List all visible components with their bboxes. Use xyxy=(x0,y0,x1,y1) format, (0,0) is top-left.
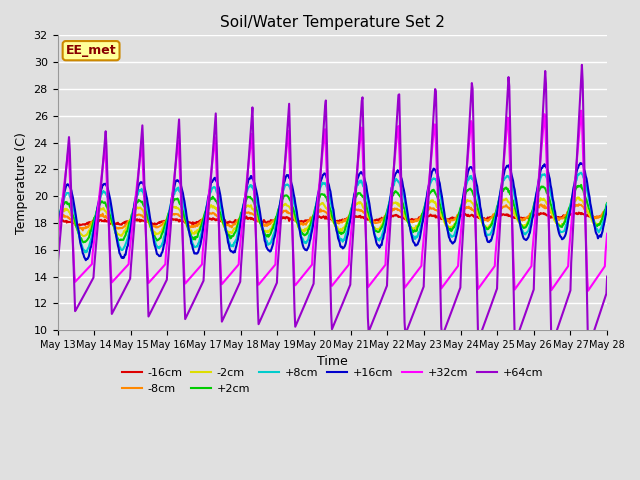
+8cm xyxy=(81,250,89,255)
+2cm xyxy=(577,182,585,188)
-16cm xyxy=(77,222,84,228)
+2cm xyxy=(79,240,87,245)
+32cm xyxy=(176,169,184,175)
+2cm xyxy=(177,201,184,207)
+32cm xyxy=(54,238,61,244)
Line: -2cm: -2cm xyxy=(58,197,607,236)
-2cm xyxy=(604,205,611,211)
-16cm xyxy=(177,218,184,224)
+16cm xyxy=(63,181,71,187)
Line: -8cm: -8cm xyxy=(58,204,607,230)
+8cm xyxy=(604,201,611,207)
Title: Soil/Water Temperature Set 2: Soil/Water Temperature Set 2 xyxy=(220,15,445,30)
+64cm xyxy=(585,344,593,349)
-16cm xyxy=(63,218,71,224)
-8cm xyxy=(79,228,86,233)
-2cm xyxy=(79,233,87,239)
+8cm xyxy=(177,190,184,195)
-8cm xyxy=(416,215,424,221)
-2cm xyxy=(54,217,61,223)
+2cm xyxy=(63,201,71,207)
Line: +32cm: +32cm xyxy=(58,111,607,291)
Y-axis label: Temperature (C): Temperature (C) xyxy=(15,132,28,234)
-8cm xyxy=(400,213,408,219)
+64cm xyxy=(176,138,184,144)
+2cm xyxy=(604,200,611,206)
+64cm xyxy=(205,203,212,209)
+8cm xyxy=(121,243,129,249)
+64cm xyxy=(399,254,407,260)
Line: -16cm: -16cm xyxy=(58,213,607,225)
+32cm xyxy=(205,192,212,197)
+16cm xyxy=(54,228,61,233)
+32cm xyxy=(584,288,592,294)
+16cm xyxy=(416,235,424,241)
Text: EE_met: EE_met xyxy=(66,44,116,57)
-8cm xyxy=(604,205,611,211)
+32cm xyxy=(63,155,71,160)
-2cm xyxy=(206,205,214,211)
+16cm xyxy=(577,160,584,166)
-16cm xyxy=(604,210,611,216)
-2cm xyxy=(400,211,408,217)
+16cm xyxy=(82,257,90,263)
Line: +2cm: +2cm xyxy=(58,185,607,242)
X-axis label: Time: Time xyxy=(317,355,348,369)
Legend: -16cm, -8cm, -2cm, +2cm, +8cm, +16cm, +32cm, +64cm: -16cm, -8cm, -2cm, +2cm, +8cm, +16cm, +3… xyxy=(117,364,547,398)
+8cm xyxy=(577,170,585,176)
+64cm xyxy=(415,296,423,301)
+2cm xyxy=(206,198,214,204)
+64cm xyxy=(604,274,611,279)
+16cm xyxy=(400,187,408,192)
+16cm xyxy=(177,181,184,187)
+32cm xyxy=(120,266,128,272)
+2cm xyxy=(416,219,424,225)
-8cm xyxy=(63,214,71,219)
+16cm xyxy=(206,188,214,193)
+8cm xyxy=(54,224,61,229)
+32cm xyxy=(415,266,423,272)
+8cm xyxy=(400,193,408,199)
+64cm xyxy=(120,288,128,293)
-2cm xyxy=(416,219,424,225)
-16cm xyxy=(400,216,408,221)
+2cm xyxy=(400,204,408,210)
+2cm xyxy=(121,234,129,240)
-16cm xyxy=(121,221,129,227)
+64cm xyxy=(54,264,61,269)
-8cm xyxy=(206,210,214,216)
Line: +8cm: +8cm xyxy=(58,173,607,252)
-8cm xyxy=(575,202,582,207)
-2cm xyxy=(121,228,129,234)
-16cm xyxy=(206,216,214,221)
-16cm xyxy=(575,210,582,216)
+64cm xyxy=(578,62,586,68)
+32cm xyxy=(577,108,585,114)
+8cm xyxy=(63,190,71,196)
-16cm xyxy=(54,219,61,225)
+32cm xyxy=(399,246,407,252)
+16cm xyxy=(121,252,129,258)
+8cm xyxy=(416,228,424,233)
-16cm xyxy=(416,215,424,221)
+2cm xyxy=(54,218,61,224)
+64cm xyxy=(63,152,71,157)
-2cm xyxy=(575,194,582,200)
+16cm xyxy=(604,204,611,209)
-8cm xyxy=(177,213,184,219)
Line: +16cm: +16cm xyxy=(58,163,607,260)
-2cm xyxy=(177,209,184,215)
-8cm xyxy=(121,224,129,229)
+8cm xyxy=(206,191,214,197)
-2cm xyxy=(63,207,71,213)
Line: +64cm: +64cm xyxy=(58,65,607,347)
+32cm xyxy=(604,231,611,237)
-8cm xyxy=(54,218,61,224)
